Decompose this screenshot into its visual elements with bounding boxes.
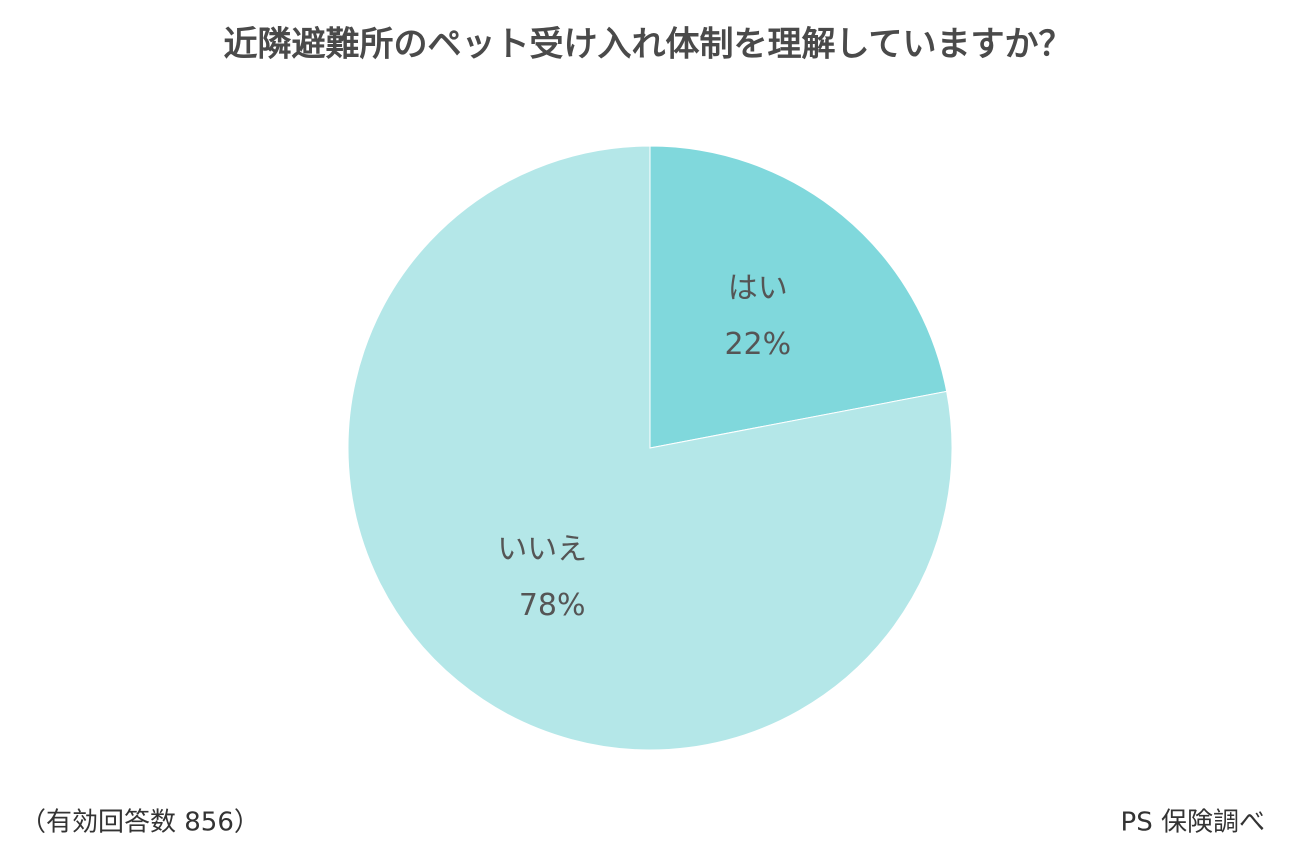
value-label: 22% — [724, 327, 791, 362]
slice-label: いいえ — [497, 532, 587, 567]
value-label: 78% — [519, 588, 586, 623]
pie-slice — [649, 145, 948, 449]
pie-slice — [347, 145, 953, 751]
note: （有効回答数 856） — [20, 808, 260, 838]
source: PS 保険調べ — [1121, 808, 1265, 838]
slice-label: はい — [728, 271, 788, 306]
chart-title: 近隣避難所のペット受け入れ体制を理解していますか？ — [224, 25, 1073, 65]
